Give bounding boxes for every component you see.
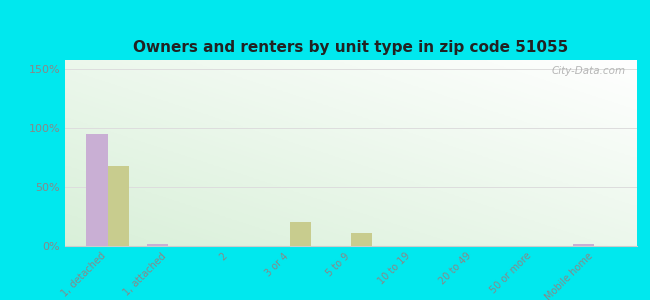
Bar [573, 244, 594, 246]
Title: Owners and renters by unit type in zip code 51055: Owners and renters by unit type in zip c… [133, 40, 569, 55]
Text: City-Data.com: City-Data.com [551, 66, 625, 76]
Bar [147, 244, 168, 246]
Bar [290, 223, 311, 246]
Bar [108, 166, 129, 246]
Bar [86, 134, 108, 246]
Bar [351, 233, 372, 246]
